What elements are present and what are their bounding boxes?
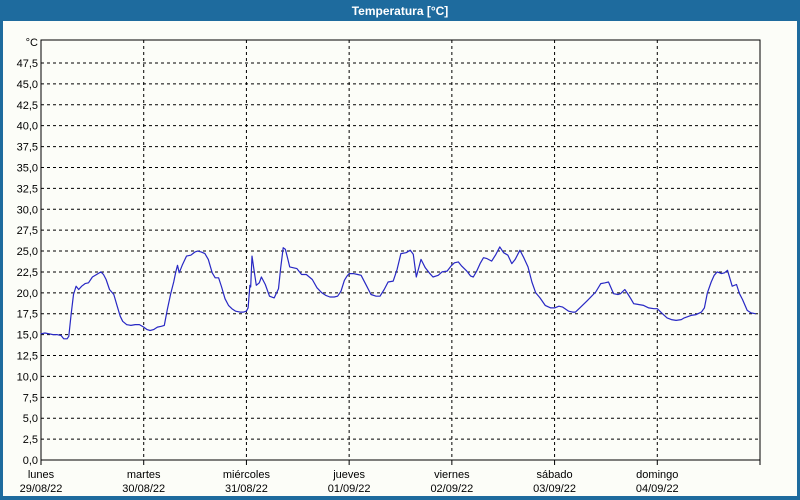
y-axis-tick-label: 17,5 bbox=[17, 309, 38, 321]
y-axis-tick-label: 25,0 bbox=[17, 246, 38, 258]
x-axis-day-label: miércoles bbox=[223, 469, 271, 481]
x-axis-date-label: 31/08/22 bbox=[225, 483, 268, 495]
y-axis-tick-label: 5,0 bbox=[23, 413, 38, 425]
y-axis-tick-label: 2,5 bbox=[23, 434, 38, 446]
plot-border bbox=[40, 39, 761, 461]
x-axis-day-label: lunes bbox=[28, 469, 55, 481]
x-axis-day-label: jueves bbox=[332, 469, 365, 481]
y-axis-tick-label: 20,0 bbox=[17, 288, 38, 300]
y-axis-tick-label: 32,5 bbox=[17, 183, 38, 195]
x-axis-day-label: domingo bbox=[636, 469, 678, 481]
y-axis-tick-label: 22,5 bbox=[17, 267, 38, 279]
x-axis-date-label: 04/09/22 bbox=[636, 483, 679, 495]
y-axis-tick-label: 12,5 bbox=[17, 351, 38, 363]
x-axis-day-label: sábado bbox=[537, 469, 573, 481]
temperature-series-line bbox=[40, 246, 756, 340]
y-axis-tick-label: 37,5 bbox=[17, 142, 38, 154]
y-axis-tick-label: 7,5 bbox=[23, 392, 38, 404]
x-axis-day-label: martes bbox=[127, 469, 161, 481]
y-axis-tick-label: 30,0 bbox=[17, 204, 38, 216]
x-axis-date-label: 30/08/22 bbox=[122, 483, 165, 495]
y-axis-tick-label: 45,0 bbox=[17, 79, 38, 91]
y-axis-tick-label: 35,0 bbox=[17, 162, 38, 174]
y-axis-tick-label: 15,0 bbox=[17, 330, 38, 342]
y-axis-tick-label: 0,0 bbox=[23, 455, 38, 467]
x-axis-date-label: 29/08/22 bbox=[20, 483, 63, 495]
x-axis-date-label: 01/09/22 bbox=[328, 483, 371, 495]
y-axis-tick-label: 42,5 bbox=[17, 100, 38, 112]
x-axis-day-label: viernes bbox=[434, 469, 470, 481]
y-axis-tick-label: 40,0 bbox=[17, 121, 38, 133]
y-axis-tick-label: 47,5 bbox=[17, 58, 38, 70]
window-title: Temperatura [°C] bbox=[352, 4, 449, 18]
x-axis-date-label: 02/09/22 bbox=[430, 483, 473, 495]
y-axis-tick-label: 27,5 bbox=[17, 225, 38, 237]
y-axis-unit-label: °C bbox=[26, 37, 38, 49]
y-axis-tick-label: 10,0 bbox=[17, 371, 38, 383]
plot-area: 47,5 45,0 42,5 40,0 37,5 35,0 32,5 30,0 27,5 25,0… bbox=[17, 37, 761, 495]
x-axis-date-label: 03/09/22 bbox=[533, 483, 576, 495]
